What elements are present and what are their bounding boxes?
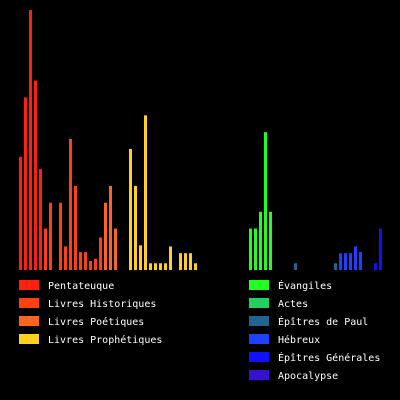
- bar: [294, 263, 297, 270]
- legend-label: Livres Historiques: [48, 299, 156, 310]
- bar: [104, 202, 107, 270]
- legend-swatch: [249, 352, 269, 362]
- legend-swatch: [249, 298, 269, 308]
- bar: [339, 253, 342, 270]
- legend-swatch: [19, 334, 39, 344]
- bar: [139, 245, 142, 270]
- bar: [99, 237, 102, 270]
- bars-layer: [19, 10, 382, 271]
- bar: [114, 228, 117, 270]
- bar: [249, 228, 252, 270]
- legend-label: Évangiles: [278, 279, 332, 292]
- bar: [44, 228, 47, 270]
- legend-label: Livres Poétiques: [48, 316, 144, 328]
- bar: [24, 97, 27, 271]
- bar: [254, 228, 257, 270]
- bar: [34, 80, 37, 270]
- bar: [94, 258, 97, 270]
- legend-label: Hébreux: [278, 334, 320, 346]
- bar: [264, 132, 267, 270]
- legend-swatch: [19, 280, 39, 290]
- bar: [259, 211, 262, 270]
- bar: [149, 263, 152, 270]
- bar: [179, 253, 182, 270]
- bar: [109, 185, 112, 270]
- bar: [184, 253, 187, 270]
- legend-label: Pentateuque: [48, 281, 114, 292]
- bar: [344, 253, 347, 270]
- bar: [79, 252, 82, 270]
- legend-swatch: [19, 298, 39, 308]
- bar: [154, 263, 157, 270]
- bar: [354, 246, 357, 270]
- legend-label: Actes: [278, 299, 308, 310]
- bar: [379, 228, 382, 270]
- legend-swatch: [249, 370, 269, 380]
- bar: [89, 261, 92, 270]
- legend: Pentateuque Livres Historiques Livres Poét…: [19, 279, 380, 382]
- legend-swatch: [249, 334, 269, 344]
- bar: [74, 185, 77, 270]
- bar: [59, 202, 62, 270]
- bar: [349, 253, 352, 270]
- bar: [29, 10, 32, 270]
- bar: [84, 252, 87, 270]
- bar: [49, 202, 52, 270]
- bar: [164, 263, 167, 270]
- bar: [159, 263, 162, 270]
- bar: [134, 185, 137, 270]
- bar: [359, 252, 362, 270]
- legend-swatch: [19, 316, 39, 326]
- bar: [169, 246, 172, 270]
- bar: [39, 169, 42, 270]
- bar: [64, 246, 67, 270]
- legend-label: Épîtres Générales: [278, 351, 380, 364]
- bar: [19, 156, 22, 270]
- bar: [374, 263, 377, 270]
- bar: [129, 148, 132, 270]
- bar: [189, 253, 192, 270]
- bar: [334, 263, 337, 270]
- bar: [194, 263, 197, 270]
- legend-label: Épîtres de Paul: [278, 315, 368, 328]
- legend-swatch: [249, 280, 269, 290]
- bar: [69, 138, 72, 270]
- legend-swatch: [249, 316, 269, 326]
- bar: [269, 211, 272, 270]
- bar: [144, 115, 147, 271]
- legend-label: Apocalypse: [278, 371, 338, 382]
- legend-label: Livres Prophétiques: [48, 334, 162, 346]
